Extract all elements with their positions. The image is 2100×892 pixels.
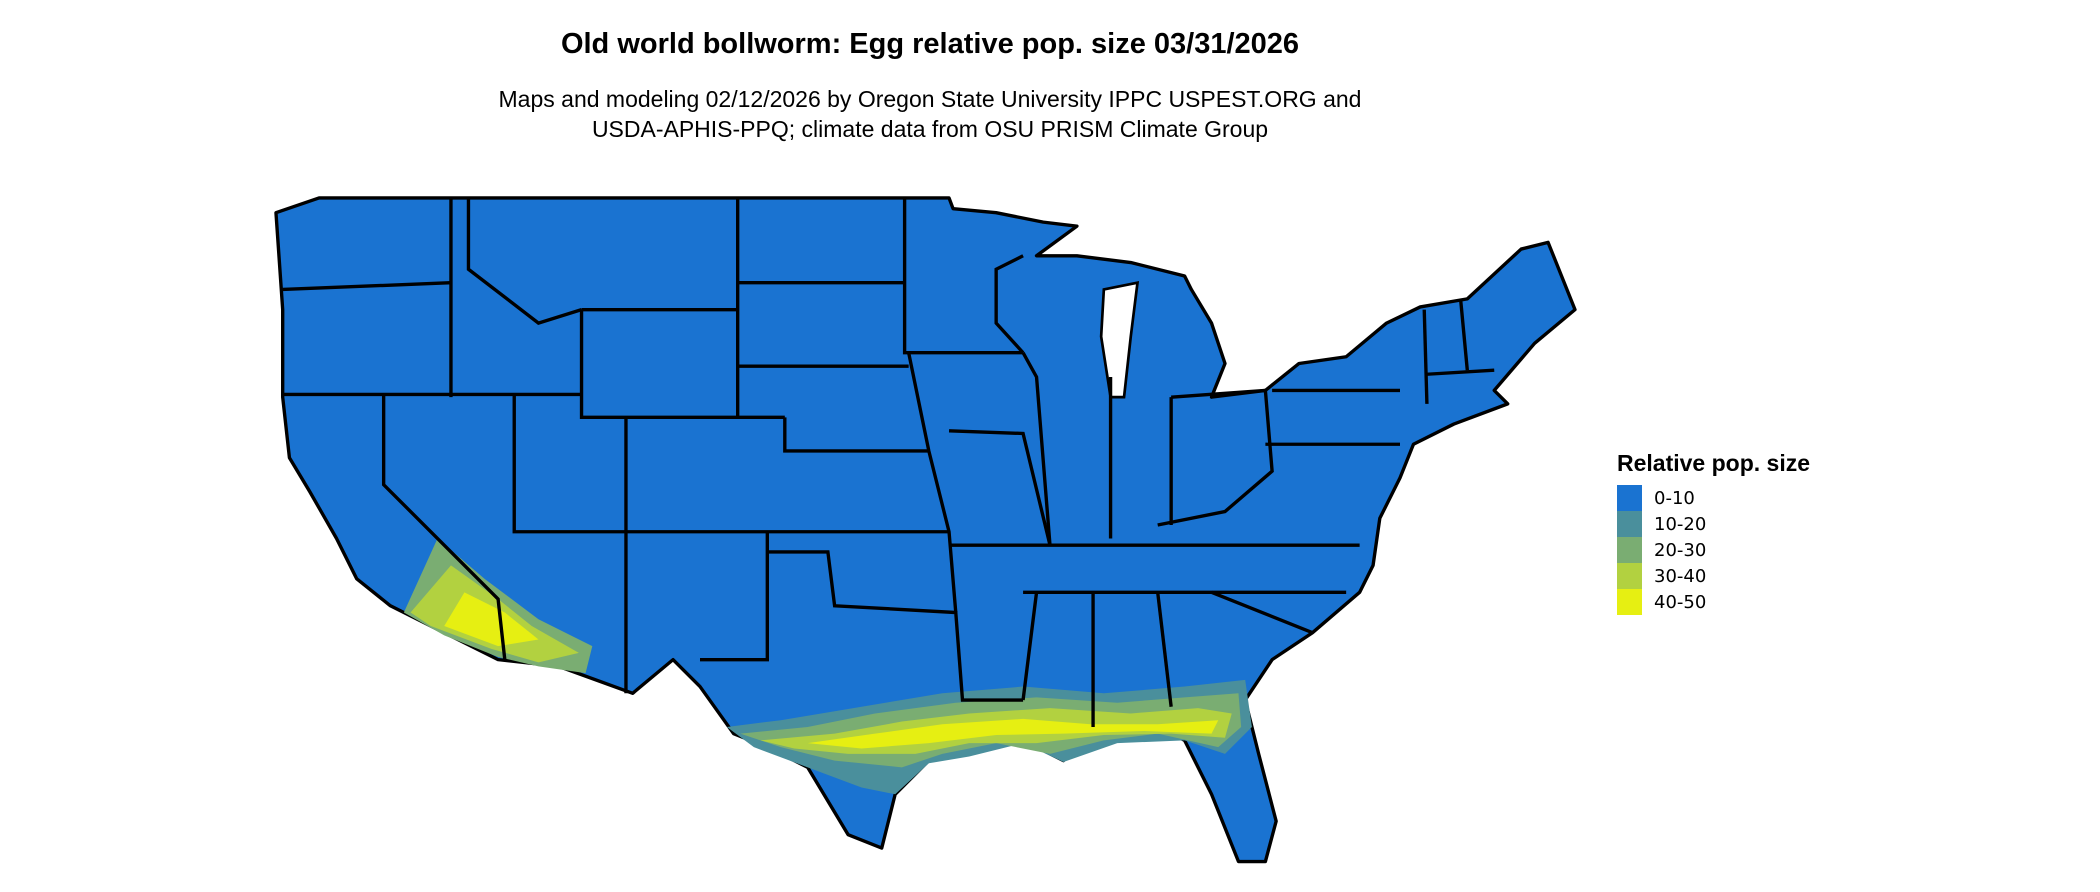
state-borders bbox=[282, 197, 1495, 727]
legend-swatch bbox=[1617, 537, 1642, 563]
legend-item: 20-30 bbox=[1617, 537, 1810, 563]
legend-swatch bbox=[1617, 589, 1642, 615]
legend-item: 0-10 bbox=[1617, 485, 1810, 511]
legend-label: 40-50 bbox=[1654, 591, 1707, 613]
legend-label: 10-20 bbox=[1654, 513, 1707, 535]
legend-swatch bbox=[1617, 485, 1642, 511]
lake-michigan bbox=[1099, 281, 1140, 399]
gulf-coast-hotspot bbox=[726, 679, 1252, 795]
legend: Relative pop. size 0-10 10-20 20-30 30-4… bbox=[1617, 450, 1810, 615]
legend-item: 40-50 bbox=[1617, 589, 1810, 615]
legend-swatch bbox=[1617, 511, 1642, 537]
map-title: Old world bollworm: Egg relative pop. si… bbox=[560, 28, 1300, 60]
legend-item: 30-40 bbox=[1617, 563, 1810, 589]
legend-label: 0-10 bbox=[1654, 487, 1695, 509]
legend-label: 30-40 bbox=[1654, 565, 1707, 587]
legend-title: Relative pop. size bbox=[1617, 450, 1811, 476]
legend-swatch bbox=[1617, 563, 1642, 589]
us-land bbox=[274, 196, 1577, 864]
map-subtitle-line-1: Maps and modeling 02/12/2026 by Oregon S… bbox=[498, 86, 1362, 112]
legend-label: 20-30 bbox=[1654, 539, 1707, 561]
legend-item: 10-20 bbox=[1617, 511, 1810, 537]
map-subtitle-line-2: USDA-APHIS-PPQ; climate data from OSU PR… bbox=[591, 116, 1269, 142]
